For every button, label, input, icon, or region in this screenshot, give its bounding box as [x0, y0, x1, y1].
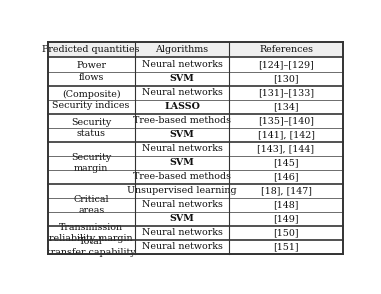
Text: [135]–[140]: [135]–[140]: [258, 116, 314, 125]
Text: Tree-based methods: Tree-based methods: [133, 172, 231, 181]
Bar: [48, 71, 343, 86]
Text: Critical
areas: Critical areas: [74, 195, 109, 215]
Text: Neural networks: Neural networks: [141, 144, 223, 153]
Bar: [48, 156, 343, 170]
Text: Algorithms: Algorithms: [155, 45, 208, 54]
Text: Total
transfer capability: Total transfer capability: [47, 237, 136, 257]
Text: [145]: [145]: [273, 158, 299, 167]
Text: Transmission
reliability margin: Transmission reliability margin: [50, 223, 133, 243]
Text: Neural networks: Neural networks: [141, 243, 223, 251]
Text: Unsupervised learning: Unsupervised learning: [127, 186, 237, 195]
Bar: [48, 184, 343, 198]
Text: LASSO: LASSO: [164, 102, 200, 111]
Bar: [48, 86, 343, 100]
Bar: [48, 212, 343, 226]
Text: SVM: SVM: [170, 130, 194, 139]
Text: [146]: [146]: [273, 172, 299, 181]
Text: [134]: [134]: [273, 102, 299, 111]
Text: SVM: SVM: [170, 214, 194, 223]
Bar: [48, 42, 343, 57]
Text: SVM: SVM: [170, 158, 194, 167]
Bar: [48, 113, 343, 128]
Bar: [48, 57, 343, 71]
Bar: [48, 198, 343, 212]
Text: Security
status: Security status: [71, 118, 111, 138]
Text: [143], [144]: [143], [144]: [258, 144, 315, 153]
Text: [150]: [150]: [273, 228, 299, 238]
Bar: [48, 170, 343, 184]
Bar: [48, 226, 343, 240]
Text: [151]: [151]: [273, 243, 299, 251]
Text: [141], [142]: [141], [142]: [258, 130, 315, 139]
Text: [124]–[129]: [124]–[129]: [258, 60, 314, 69]
Text: References: References: [259, 45, 313, 54]
Text: Neural networks: Neural networks: [141, 88, 223, 97]
Text: Predicted quantities: Predicted quantities: [42, 45, 140, 54]
Text: Tree-based methods: Tree-based methods: [133, 116, 231, 125]
Text: [18], [147]: [18], [147]: [261, 186, 312, 195]
Text: [148]: [148]: [273, 200, 299, 209]
Text: Neural networks: Neural networks: [141, 60, 223, 69]
Bar: [48, 240, 343, 254]
Text: (Composite)
Security indices: (Composite) Security indices: [53, 89, 130, 110]
Text: Power
flows: Power flows: [76, 61, 106, 81]
Text: [149]: [149]: [273, 214, 299, 223]
Bar: [48, 128, 343, 142]
Bar: [48, 100, 343, 113]
Text: [130]: [130]: [273, 74, 299, 83]
Text: Neural networks: Neural networks: [141, 228, 223, 238]
Text: [131]–[133]: [131]–[133]: [258, 88, 314, 97]
Text: Neural networks: Neural networks: [141, 200, 223, 209]
Text: Security
margin: Security margin: [71, 153, 111, 173]
Text: SVM: SVM: [170, 74, 194, 83]
Bar: [48, 142, 343, 156]
